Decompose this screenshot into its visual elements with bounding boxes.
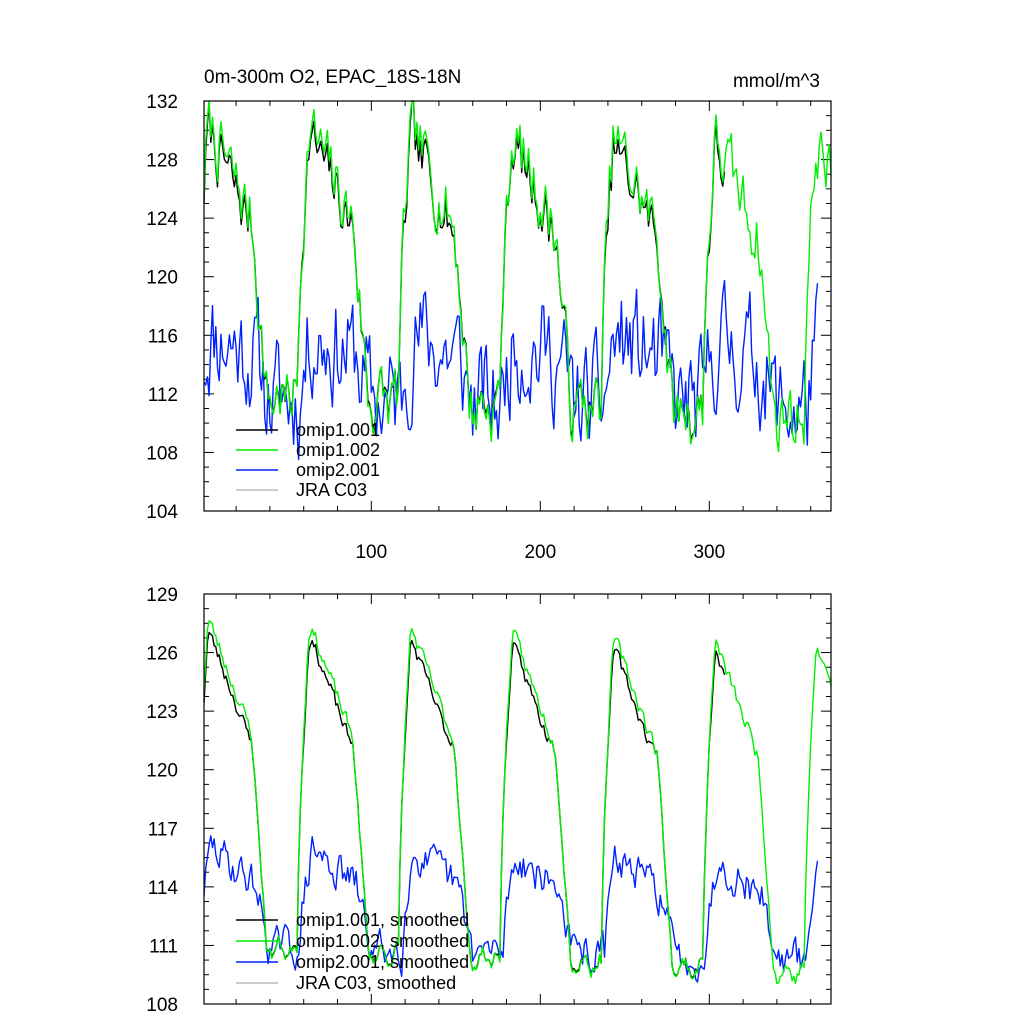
legend-label: JRA C03, smoothed	[296, 973, 456, 993]
series-line-omip1-002	[203, 100, 832, 453]
top-series-lines	[203, 100, 832, 461]
top-chart-title: 0m-300m O2, EPAC_18S-18N	[204, 67, 461, 88]
bottom-plot-frame	[203, 593, 832, 1005]
y-tick-label: 132	[146, 92, 178, 113]
y-tick-label: 111	[149, 936, 178, 957]
y-tick-label: 129	[146, 585, 178, 606]
legend-label: omip2.001, smoothed	[296, 952, 469, 972]
legend-label: omip1.002	[296, 440, 380, 460]
bottom-ticks: 108 111 114 117 120 123 126 129	[146, 585, 831, 1016]
legend-label: omip2.001	[296, 460, 380, 480]
bottom-panel: 108 111 114 117 120 123 126 129 omip1.001, smoo…	[146, 585, 832, 1016]
y-tick-label: 112	[148, 385, 178, 406]
legend-label: omip1.001	[296, 420, 380, 440]
y-tick-label: 120	[146, 268, 178, 289]
legend-label: JRA C03	[296, 480, 367, 500]
top-ticks: 104 108 112 116 120 124 128 132 100 200 300	[146, 92, 831, 563]
top-chart-units: mmol/m^3	[733, 71, 820, 92]
y-tick-label: 117	[148, 819, 178, 840]
y-tick-label: 116	[148, 326, 178, 347]
y-tick-label: 114	[148, 878, 179, 899]
y-tick-label: 126	[146, 644, 178, 665]
legend-label: omip1.001, smoothed	[296, 910, 469, 930]
x-tick-label: 300	[693, 542, 725, 563]
series-line-omip2-001	[203, 279, 819, 461]
series-line-omip1-002-smoothed	[203, 620, 832, 985]
y-tick-label: 123	[146, 702, 178, 723]
bottom-series-lines	[203, 620, 832, 985]
x-tick-label: 200	[524, 542, 556, 563]
top-panel: 0m-300m O2, EPAC_18S-18N mmol/m^3 104 108…	[146, 67, 832, 563]
y-tick-label: 120	[146, 761, 178, 782]
y-tick-label: 104	[146, 502, 178, 523]
x-tick-label: 100	[355, 542, 387, 563]
y-tick-label: 124	[146, 209, 178, 230]
top-plot-frame	[203, 100, 832, 512]
series-line-omip2-001-smoothed	[203, 835, 819, 983]
y-tick-label: 108	[146, 443, 178, 464]
y-tick-label: 128	[146, 151, 178, 172]
legend-label: omip1.002, smoothed	[296, 931, 469, 951]
y-tick-label: 108	[146, 995, 178, 1016]
